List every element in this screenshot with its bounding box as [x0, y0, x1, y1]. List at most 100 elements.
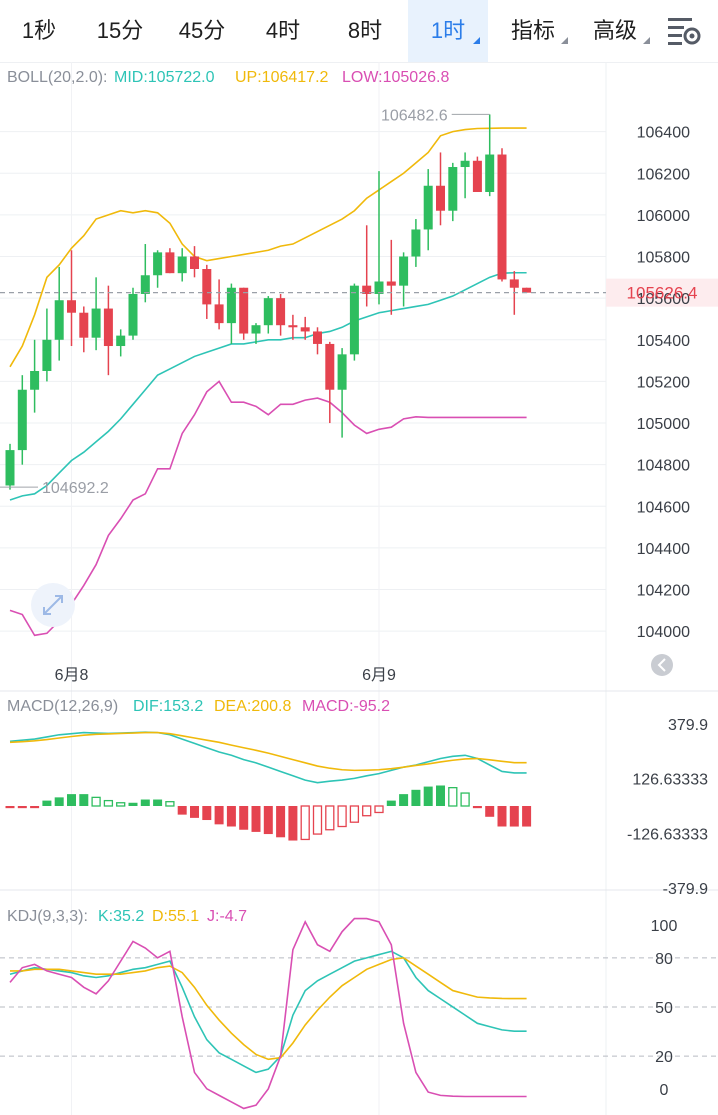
boll-lower-line — [9, 380, 527, 637]
tab-15m[interactable]: 15分 — [88, 0, 152, 62]
candle-body — [460, 160, 470, 168]
macd-hist-bar — [436, 785, 445, 806]
macd-y-tick-label: -126.63333 — [627, 826, 708, 843]
tab-1s[interactable]: 1秒 — [14, 0, 64, 62]
macd-hist-bar — [386, 800, 396, 806]
macd-hist-bar — [153, 799, 163, 806]
macd-hist-bar — [276, 806, 286, 838]
candle-body — [386, 281, 396, 286]
max-price-label: 106482.6 — [381, 107, 448, 124]
candle-body — [91, 308, 101, 338]
macd-hist-bar — [226, 806, 236, 827]
tab-8h[interactable]: 8时 — [336, 0, 394, 62]
tab-label: 4时 — [265, 18, 301, 43]
candle-body — [67, 300, 76, 313]
candle-body — [103, 308, 113, 347]
kdj-k-line — [9, 950, 527, 1074]
macd-hist-bar — [423, 786, 433, 806]
candle-body — [448, 167, 458, 211]
tab-label: 高级 — [592, 18, 637, 43]
candle-body — [509, 279, 519, 288]
macd-hist-bar — [460, 792, 470, 807]
dropdown-caret-icon — [473, 37, 480, 44]
macd-hist-bar — [165, 801, 175, 807]
candle-body — [165, 252, 175, 274]
macd-hist-bar — [42, 800, 52, 806]
kdj-j-line — [9, 917, 527, 1110]
macd-hist-bar — [190, 806, 199, 818]
candle-body — [399, 256, 409, 286]
candle-body — [30, 371, 40, 390]
boll-mid-line — [9, 271, 527, 501]
macd-hist-bar — [411, 789, 421, 806]
kdj-y-tick-label: 80 — [655, 951, 673, 968]
tab-advanced[interactable]: 高级 — [578, 0, 652, 62]
tab-label: 8时 — [347, 18, 383, 43]
y-tick-label: 104400 — [637, 541, 690, 558]
macd-legend-macd: MACD:-95.2 — [302, 698, 390, 715]
candle-body — [485, 154, 495, 192]
scroll-latest-icon[interactable] — [651, 654, 673, 676]
expand-icon[interactable] — [31, 583, 75, 627]
candle-body — [276, 298, 286, 326]
macd-hist-bar — [312, 805, 323, 835]
macd-hist-bar — [67, 794, 76, 806]
tab-label: 1时 — [430, 18, 466, 43]
candle-body — [288, 325, 298, 328]
candle-body — [423, 185, 433, 230]
current-price-tag — [606, 278, 718, 307]
macd-legend-dif: DIF:153.2 — [133, 698, 203, 715]
macd-hist-bar — [300, 805, 310, 841]
candle-body — [436, 185, 445, 211]
chart-canvas[interactable]: 106400 106200 106000 105800 105600 105400 1052… — [0, 62, 718, 1115]
macd-legend-dea: DEA:200.8 — [214, 698, 291, 715]
dropdown-caret-icon — [643, 37, 650, 44]
macd-hist-bar — [116, 802, 126, 807]
y-tick-label: 105800 — [637, 250, 690, 267]
macd-hist-bar — [214, 806, 224, 825]
y-tick-label: 104600 — [637, 499, 690, 516]
tab-4h[interactable]: 4时 — [254, 0, 312, 62]
candle-body — [190, 256, 199, 270]
macd-hist-bar — [103, 799, 114, 807]
tab-label: 指标 — [510, 18, 555, 43]
tab-label: 1秒 — [21, 18, 57, 43]
expand-icon-glyph — [43, 595, 63, 615]
macd-hist-bar — [79, 794, 89, 806]
y-tick-label: 105000 — [637, 416, 690, 433]
tab-1h[interactable]: 1时 — [408, 0, 488, 62]
y-tick-label: 106000 — [637, 208, 690, 225]
candle-body — [472, 160, 482, 192]
candle-body — [153, 252, 163, 276]
current-price-label: 105626.4 — [627, 284, 698, 303]
candle-body — [411, 229, 421, 257]
macd-hist-bar — [239, 806, 249, 830]
candle-body — [349, 285, 359, 355]
candle-body — [362, 285, 372, 294]
macd-dif-line — [9, 731, 527, 784]
boll-legend-low: LOW:105026.8 — [342, 69, 449, 86]
candle-body — [128, 293, 138, 336]
macd-hist-bar — [509, 806, 519, 827]
chart-settings-icon[interactable] — [664, 14, 704, 48]
candle-body — [337, 354, 347, 390]
macd-dea-line — [9, 731, 527, 772]
macd-hist-bar — [17, 806, 27, 809]
kdj-y-tick-label: 0 — [660, 1082, 669, 1099]
scroll-latest-bg — [651, 654, 673, 676]
scroll-latest-glyph — [657, 658, 666, 672]
candle-body — [239, 287, 249, 334]
kdj-y-tick-label: 20 — [655, 1049, 673, 1066]
candle-body — [251, 325, 261, 334]
macd-hist-bar — [5, 806, 15, 809]
kdj-legend-d: D:55.1 — [152, 908, 199, 925]
macd-legend-title: MACD(12,26,9) — [7, 698, 118, 715]
kdj-legend-k: K:35.2 — [98, 908, 144, 925]
tab-indicators[interactable]: 指标 — [496, 0, 570, 62]
macd-hist-bar — [374, 805, 384, 814]
timeframe-tab-bar: 1秒 15分 45分 4时 8时 1时 指标 高级 — [0, 0, 718, 63]
macd-y-tick-label: -379.9 — [663, 881, 708, 898]
tab-45m[interactable]: 45分 — [170, 0, 234, 62]
macd-hist-bar — [349, 805, 360, 823]
macd-hist-bar — [140, 799, 150, 806]
